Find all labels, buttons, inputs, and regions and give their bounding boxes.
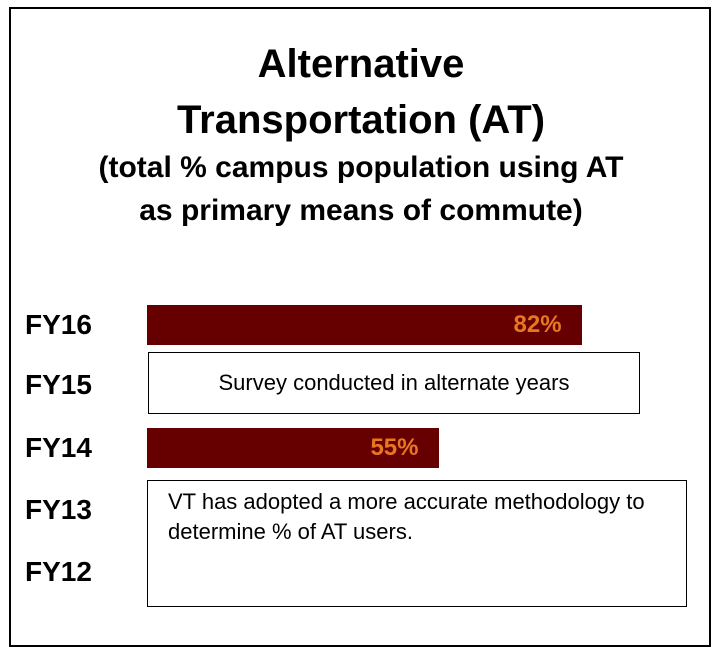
annotation: VT has adopted a more accurate methodolo…: [147, 480, 687, 607]
bar: 55%: [147, 428, 439, 468]
category-label: FY14: [25, 432, 92, 463]
annotation: Survey conducted in alternate years: [148, 352, 640, 414]
chart-title: Alternative Transportation (AT): [176, 42, 546, 142]
data-label: 82%: [513, 311, 562, 338]
category-label: FY16: [25, 309, 92, 340]
category-label: FY13: [25, 494, 92, 525]
data-label: 55%: [370, 434, 419, 461]
chart-subtitle: (total % campus population using AT as p…: [98, 151, 624, 227]
category-label: FY12: [25, 556, 92, 587]
bar: 82%: [147, 305, 582, 345]
category-label: FY15: [25, 369, 92, 400]
page: {"chart_data": {"type": "bar", "title": …: [9, 7, 711, 647]
